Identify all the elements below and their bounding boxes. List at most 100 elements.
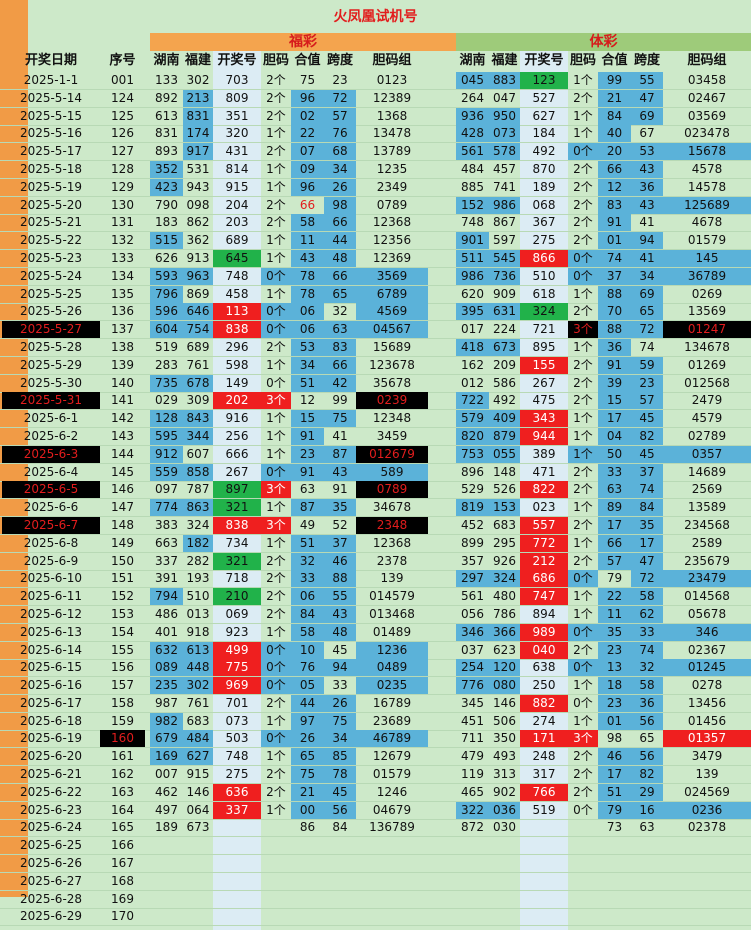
fucai-group-cell: 0789 <box>356 481 428 500</box>
fucai-kuadu-cell: 33 <box>332 678 348 693</box>
ticai-prize-cell: 866 <box>520 249 568 268</box>
ticai-group-cell: 01245 <box>663 659 751 678</box>
ticai-hezhi-cell: 04 <box>598 427 631 446</box>
table-row: 2025-5-31 141 029 309 202 3个 12 99 0239 722 492 475… <box>0 392 751 411</box>
fucai-hezhi-cell: 00 <box>291 801 324 820</box>
seq-cell: 129 <box>111 179 134 194</box>
ticai-hunan-cell: 297 <box>456 570 489 589</box>
fucai-dan-cell: 1个 <box>266 161 286 176</box>
fucai-dan-cell: 1个 <box>266 126 286 141</box>
fucai-hezhi-cell: 58 <box>291 214 324 233</box>
date-cell: 2025-5-19 <box>19 179 83 194</box>
ticai-hunan-cell: 017 <box>461 322 484 337</box>
ticai-hezhi-cell: 73 <box>606 820 623 835</box>
fucai-dan-cell: 2个 <box>266 571 286 586</box>
fucai-prize-cell <box>213 837 261 855</box>
ticai-hunan-cell: 012 <box>461 375 484 390</box>
fucai-group-cell: 0235 <box>356 677 428 695</box>
fucai-kuadu-cell: 75 <box>324 712 356 731</box>
seq-cell: 128 <box>111 161 134 176</box>
ticai-hunan-cell: 418 <box>456 338 489 357</box>
fucai-hunan-cell: 283 <box>155 357 178 372</box>
ticai-hezhi-cell: 88 <box>598 285 631 304</box>
seq-cell: 167 <box>111 856 134 871</box>
fucai-group-header: 福彩 <box>150 33 456 51</box>
fucai-hunan-cell: 133 <box>155 73 178 87</box>
fucai-kuadu-cell <box>324 855 356 873</box>
date-cell: 2025-6-8 <box>23 535 79 550</box>
ticai-dan-cell: 2个 <box>573 233 593 248</box>
date-cell: 2025-6-18 <box>19 713 83 728</box>
table-row: 2025-5-19 129 423 943 915 1个 96 26 2349 885 741 189… <box>0 178 751 197</box>
fucai-hezhi-cell <box>291 873 324 891</box>
fucai-hezhi-cell <box>291 908 324 926</box>
ticai-dan-cell: 2个 <box>573 179 593 194</box>
fucai-prize-cell: 645 <box>213 249 261 268</box>
ticai-fujian-cell: 055 <box>489 445 520 464</box>
fucai-fujian-cell: 843 <box>183 410 213 428</box>
fucai-fujian-cell: 510 <box>186 589 210 604</box>
seq-cell: 144 <box>111 446 134 461</box>
ticai-hezhi-cell: 23 <box>598 641 631 660</box>
seq-cell: 159 <box>111 713 134 728</box>
date-cell: 2025-5-26 <box>19 304 83 319</box>
fucai-fujian-cell: 531 <box>186 161 210 176</box>
ticai-hezhi-cell: 18 <box>598 677 631 695</box>
ticai-fujian-cell: 883 <box>489 72 520 90</box>
row-divider <box>0 658 751 660</box>
ticai-hezhi-cell: 17 <box>598 516 631 535</box>
fc-header-fujian: 福建 <box>184 53 211 68</box>
ticai-kuadu-cell <box>631 855 663 873</box>
seq-cell: 147 <box>111 500 134 515</box>
fucai-dan-cell: 0个 <box>261 463 291 482</box>
ticai-kuadu-cell: 35 <box>631 516 663 535</box>
fucai-hezhi-cell: 51 <box>291 534 324 553</box>
header-date: 开奖日期 <box>24 53 77 68</box>
ticai-fujian-cell: 224 <box>493 322 516 337</box>
ticai-prize-cell: 471 <box>532 464 556 479</box>
row-divider <box>0 569 751 571</box>
fucai-hezhi-cell <box>291 891 324 909</box>
fucai-prize-cell <box>213 819 261 837</box>
fucai-group-cell <box>356 891 428 909</box>
ticai-hunan-cell: 119 <box>461 767 484 782</box>
ticai-hunan-cell: 511 <box>456 249 489 268</box>
ticai-group-cell: 3479 <box>691 749 723 764</box>
table-row: 2025-5-15 125 613 831 351 2个 02 57 1368 936 950 627… <box>0 107 751 126</box>
ticai-fujian-cell: 350 <box>493 731 516 746</box>
ticai-dan-cell: 1个 <box>573 678 593 693</box>
ticai-group-cell: 01269 <box>687 357 727 372</box>
ticai-group-cell: 024569 <box>684 784 730 799</box>
table-row: 2025-6-16 157 235 302 969 0个 05 33 0235 776 080 250… <box>0 677 751 696</box>
date-cell: 2025-6-19 <box>19 731 83 746</box>
ticai-kuadu-cell: 36 <box>631 694 663 713</box>
ticai-fujian-cell: 909 <box>493 286 516 301</box>
fucai-dan-cell: 2个 <box>266 108 286 123</box>
fucai-prize-cell: 748 <box>225 749 249 764</box>
ticai-fujian-cell: 036 <box>489 801 520 820</box>
ticai-fujian-cell: 030 <box>493 820 516 835</box>
ticai-hunan-cell <box>456 855 489 873</box>
table-row: 2025-1-1 001 133 302 703 2个 75 23 0123 045 883 123 1… <box>0 72 751 90</box>
seq-cell: 145 <box>111 464 134 479</box>
fucai-group-cell: 014579 <box>369 589 415 604</box>
fucai-hunan-cell: 423 <box>150 178 183 197</box>
fucai-group-cell: 12368 <box>372 535 412 550</box>
ticai-dan-cell: 0个 <box>573 802 593 817</box>
row-divider <box>0 694 751 696</box>
ticai-fujian-cell: 902 <box>493 784 516 799</box>
ticai-hezhi-cell <box>598 891 631 909</box>
fucai-hezhi-cell: 10 <box>291 641 324 660</box>
ticai-kuadu-cell: 84 <box>631 499 663 517</box>
fucai-fujian-cell: 182 <box>183 534 213 553</box>
fucai-group-cell: 123678 <box>369 357 415 372</box>
fucai-dan-cell: 2个 <box>266 553 286 568</box>
ticai-hezhi-cell: 57 <box>598 552 631 571</box>
ticai-hunan-cell: 428 <box>456 125 489 144</box>
ticai-hezhi-cell: 13 <box>598 659 631 678</box>
ticai-fujian-cell: 545 <box>489 249 520 268</box>
fucai-hunan-cell: 189 <box>155 820 178 835</box>
date-cell: 2025-5-28 <box>19 339 83 354</box>
fucai-hunan-cell: 383 <box>155 517 178 532</box>
seq-cell: 126 <box>111 126 134 141</box>
